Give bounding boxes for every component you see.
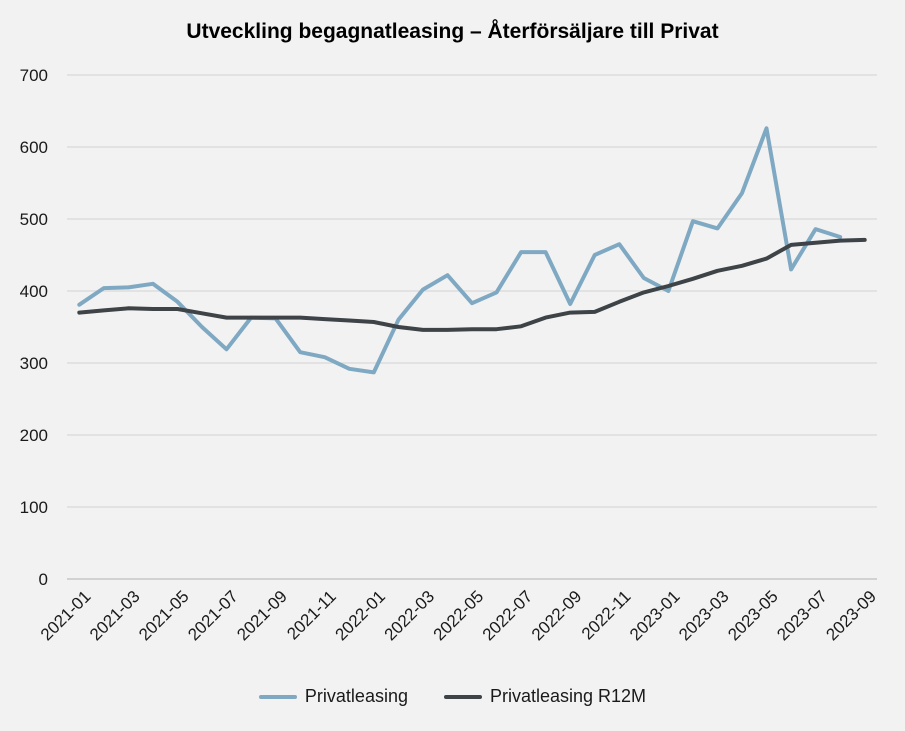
y-tick-label: 400 [20,282,48,301]
x-tick-label: 2021-05 [135,587,193,645]
series-line-privatleasing-r12m [77,237,867,332]
chart-title: Utveckling begagnatleasing – Återförsälj… [186,20,719,43]
x-tick-label: 2021-03 [86,587,144,645]
y-tick-label: 100 [20,498,48,517]
series-line-privatleasing [77,126,843,375]
y-tick-label: 600 [20,138,48,157]
y-tick-label: 200 [20,426,48,445]
y-tick-label: 500 [20,210,48,229]
x-axis-ticks: 2021-012021-032021-052021-072021-092021-… [37,587,880,645]
x-tick-label: 2022-07 [479,587,537,645]
gridlines [67,74,877,580]
y-tick-label: 0 [39,570,48,589]
y-tick-label: 700 [20,66,48,85]
legend-label-privatleasing: Privatleasing [304,686,408,706]
legend-item-privatleasing-r12m: Privatleasing R12M [443,686,647,707]
x-tick-label: 2021-11 [283,587,340,644]
x-tick-label: 2023-01 [626,587,684,645]
x-tick-label: 2021-09 [233,587,291,645]
y-axis-ticks: 0 100 200 300 400 500 600 700 [20,66,48,589]
x-tick-label: 2022-09 [528,587,586,645]
y-tick-label: 300 [20,354,48,373]
series-lines [77,126,867,375]
x-tick-label: 2021-07 [184,587,242,645]
x-tick-label: 2022-01 [332,587,390,645]
legend-label-privatleasing-r12m: Privatleasing R12M [489,686,647,706]
x-tick-label: 2022-03 [381,587,439,645]
x-tick-label: 2022-05 [430,587,488,645]
x-tick-label: 2023-03 [675,587,733,645]
legend-swatch-privatleasing [258,694,297,699]
legend-item-privatleasing: Privatleasing [258,686,408,707]
legend: Privatleasing Privatleasing R12M [0,686,905,707]
x-tick-label: 2022-11 [578,587,635,644]
x-tick-label: 2023-05 [724,587,782,645]
legend-swatch-privatleasing-r12m [443,694,482,699]
x-tick-label: 2023-07 [773,587,831,645]
x-tick-label: 2021-01 [37,587,95,645]
x-tick-label: 2023-09 [822,587,880,645]
